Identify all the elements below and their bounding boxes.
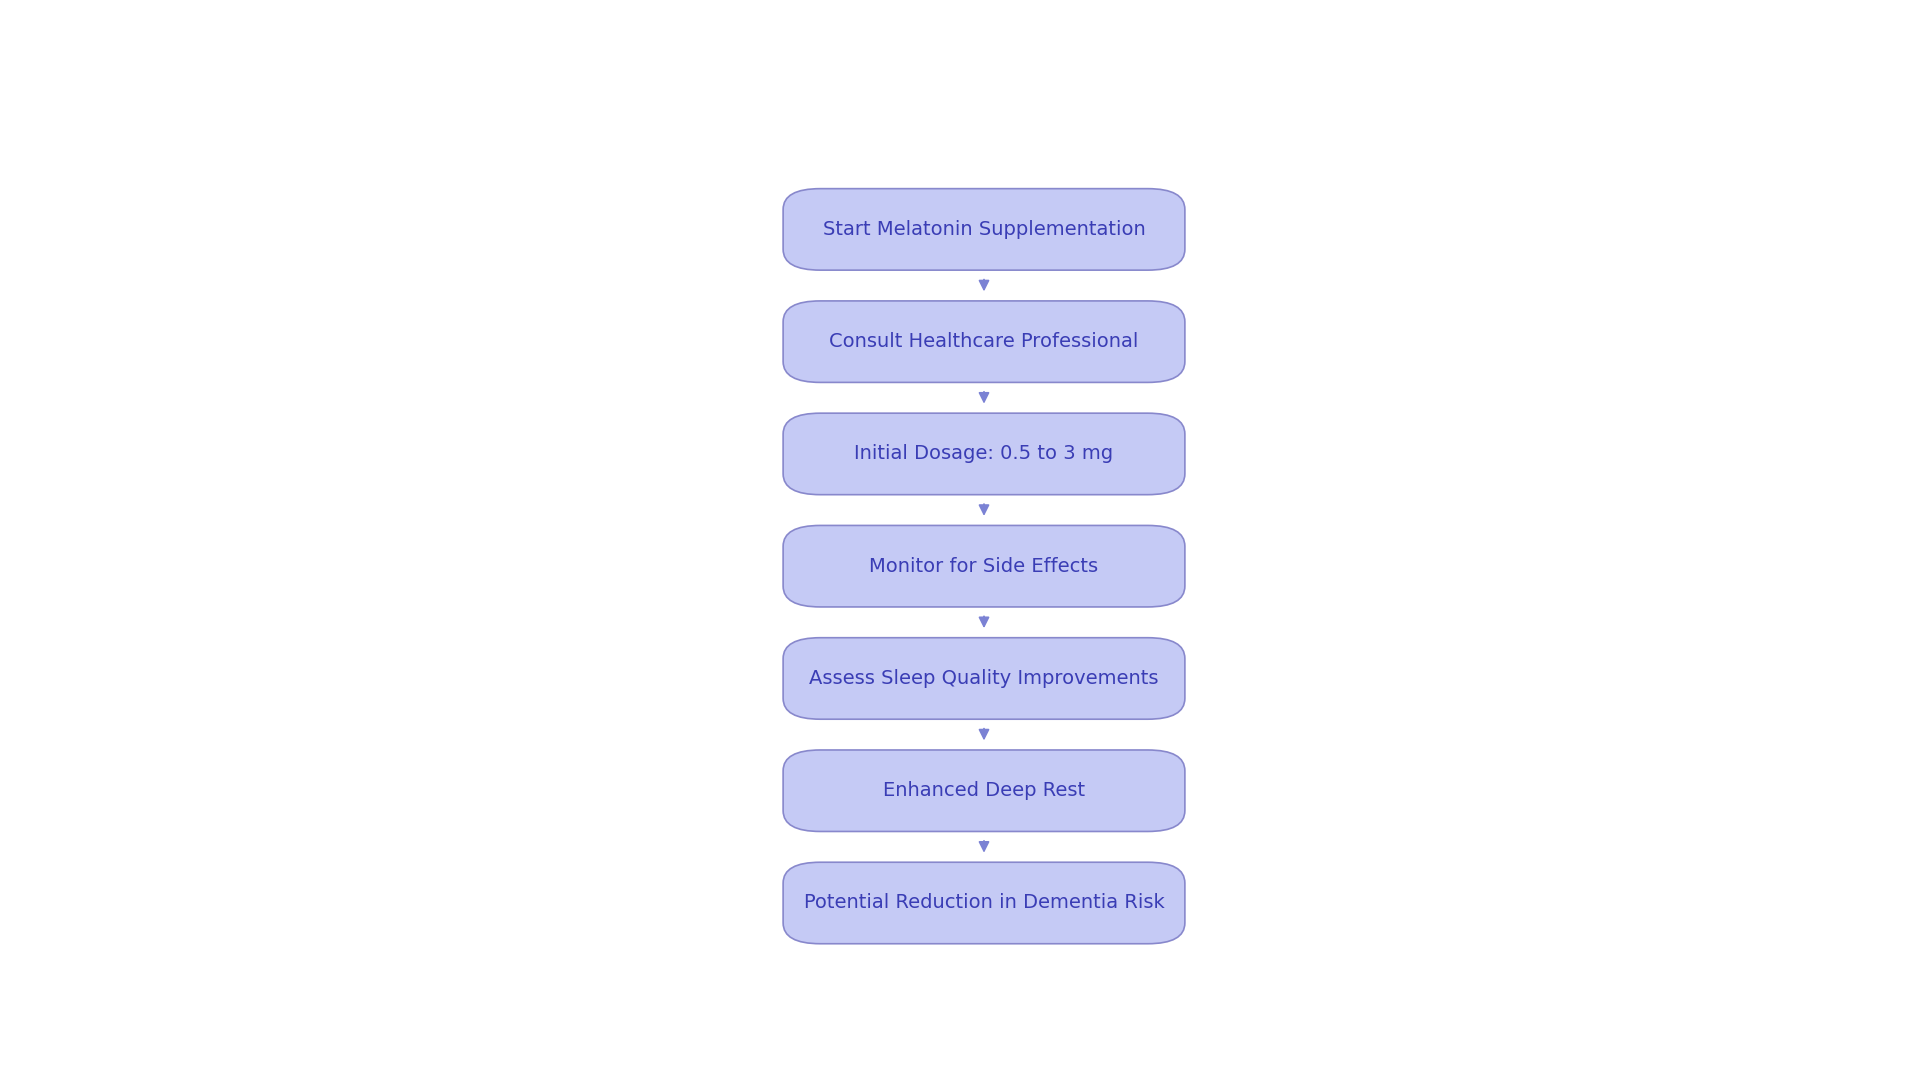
Text: Start Melatonin Supplementation: Start Melatonin Supplementation bbox=[822, 220, 1146, 239]
FancyBboxPatch shape bbox=[783, 414, 1185, 495]
FancyBboxPatch shape bbox=[783, 526, 1185, 607]
Text: Initial Dosage: 0.5 to 3 mg: Initial Dosage: 0.5 to 3 mg bbox=[854, 445, 1114, 463]
FancyBboxPatch shape bbox=[783, 189, 1185, 270]
Text: Consult Healthcare Professional: Consult Healthcare Professional bbox=[829, 333, 1139, 351]
Text: Enhanced Deep Rest: Enhanced Deep Rest bbox=[883, 781, 1085, 800]
FancyBboxPatch shape bbox=[783, 862, 1185, 944]
FancyBboxPatch shape bbox=[783, 750, 1185, 832]
FancyBboxPatch shape bbox=[783, 637, 1185, 719]
Text: Potential Reduction in Dementia Risk: Potential Reduction in Dementia Risk bbox=[804, 893, 1164, 913]
Text: Monitor for Side Effects: Monitor for Side Effects bbox=[870, 556, 1098, 576]
FancyBboxPatch shape bbox=[783, 301, 1185, 382]
Text: Assess Sleep Quality Improvements: Assess Sleep Quality Improvements bbox=[808, 669, 1160, 688]
